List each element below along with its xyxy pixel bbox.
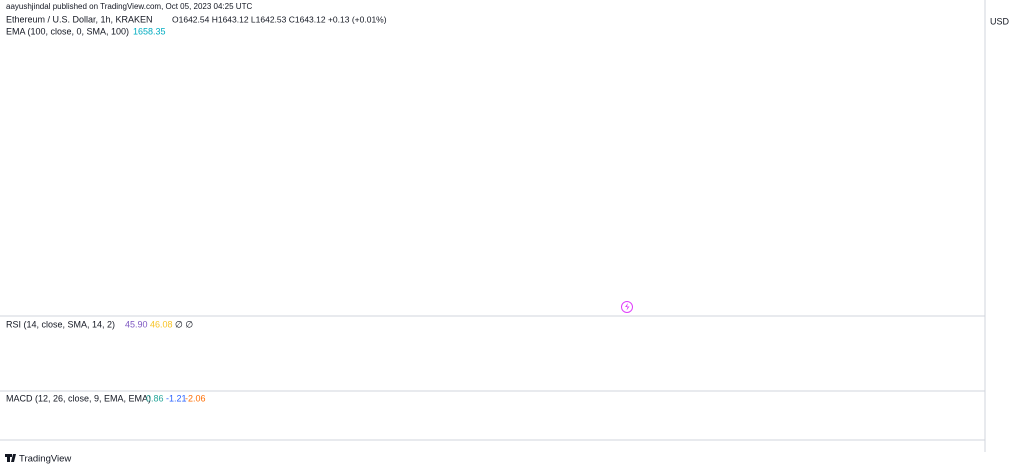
legend-labels: aayushjindal published on TradingView.co… [5, 2, 1010, 465]
macd-legend: MACD (12, 26, close, 9, EMA, EMA) [6, 393, 151, 403]
rsi-value: 45.90 [125, 319, 148, 329]
chart-title: Ethereum / U.S. Dollar, 1h, KRAKEN [6, 14, 153, 24]
ema-legend: EMA (100, close, 0, SMA, 100) [6, 26, 129, 36]
brand-logo [5, 454, 16, 462]
publisher: aayushjindal published on TradingView.co… [6, 2, 252, 11]
macd-value: -1.21 [166, 393, 187, 403]
ohlc-legend: O1642.54 H1643.12 L1642.53 C1643.12 +0.1… [172, 14, 387, 24]
macd-hist-value: 0.86 [146, 393, 164, 403]
rsi-ma-value: 46.08 [150, 319, 173, 329]
axes [0, 0, 986, 452]
rsi-bands: ∅ ∅ [175, 319, 193, 329]
event-icon-bolt [625, 303, 630, 311]
ema-value: 1658.35 [133, 26, 166, 36]
rsi-legend: RSI (14, close, SMA, 14, 2) [6, 319, 115, 329]
macd-signal-value: -2.06 [185, 393, 206, 403]
brand: TradingView [19, 454, 71, 465]
currency: USD [990, 16, 1010, 26]
